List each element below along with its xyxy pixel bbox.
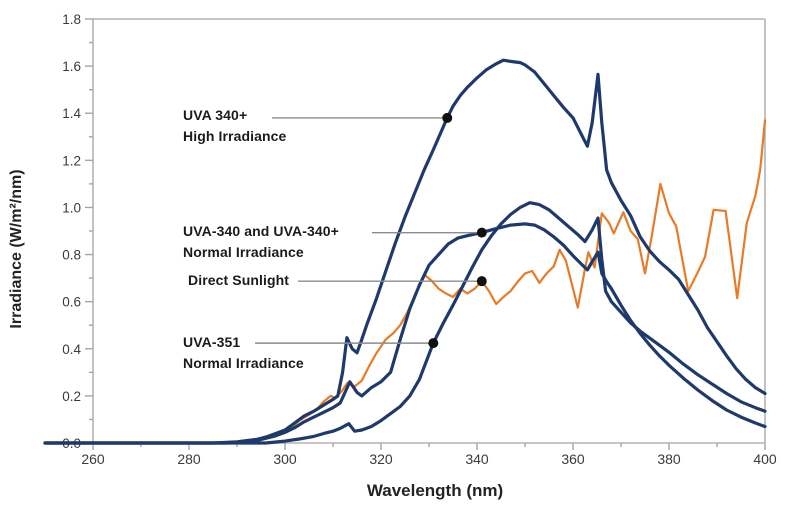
y-tick-label: 1.0 (62, 200, 81, 215)
x-tick-label: 300 (273, 451, 297, 467)
annotation-line: UVA-340 and UVA-340+ (183, 223, 339, 239)
curve-marker-dot-uva-340-normal (476, 227, 487, 238)
annotation-line: Normal Irradiance (183, 355, 304, 371)
x-tick-label: 260 (81, 451, 105, 467)
annotation-line: UVA-351 (183, 334, 241, 350)
annotation-line: Direct Sunlight (188, 272, 290, 288)
y-tick-label: 0.6 (62, 295, 81, 310)
annotation-line: Normal Irradiance (183, 244, 304, 260)
y-tick-label: 1.4 (62, 106, 81, 121)
annotation-uva-351-normal: UVA-351 Normal Irradiance (183, 332, 304, 374)
curve-marker-dot-uva-340-plus-high (442, 112, 453, 123)
series-uva-340-and-uva-340-normal-irradiance (43, 222, 767, 445)
x-tick-label: 340 (465, 451, 489, 467)
curve-marker-dot-uva-351-normal (428, 338, 439, 349)
annotation-line: High Irradiance (183, 128, 287, 144)
series-uva-340-high-irradiance (43, 58, 767, 445)
x-axis-title: Wavelength (nm) (366, 481, 504, 500)
curve-marker-dot-direct-sunlight (476, 276, 487, 287)
x-tick-label: 360 (561, 451, 585, 467)
x-tick-label: 380 (657, 451, 681, 467)
y-tick-label: 1.8 (62, 12, 81, 27)
y-axis-title: Irradiance (W/m²/nm) (8, 169, 25, 329)
y-tick-label: 0.4 (62, 342, 81, 357)
series-uva-351-normal-irradiance (43, 201, 767, 445)
y-tick-label: 1.2 (62, 153, 81, 168)
annotation-line: UVA 340+ (183, 107, 248, 123)
annotation-uva-340-plus-high: UVA 340+ High Irradiance (183, 105, 286, 147)
x-tick-label: 280 (177, 451, 201, 467)
y-tick-label: 0.2 (62, 389, 81, 404)
x-tick-label: 400 (753, 451, 777, 467)
x-tick-label: 320 (369, 451, 393, 467)
y-tick-label: 0.8 (62, 248, 81, 263)
annotation-uva-340-normal: UVA-340 and UVA-340+ Normal Irradiance (183, 221, 339, 263)
annotation-direct-sunlight: Direct Sunlight (188, 270, 289, 291)
y-tick-label: 1.6 (62, 59, 81, 74)
